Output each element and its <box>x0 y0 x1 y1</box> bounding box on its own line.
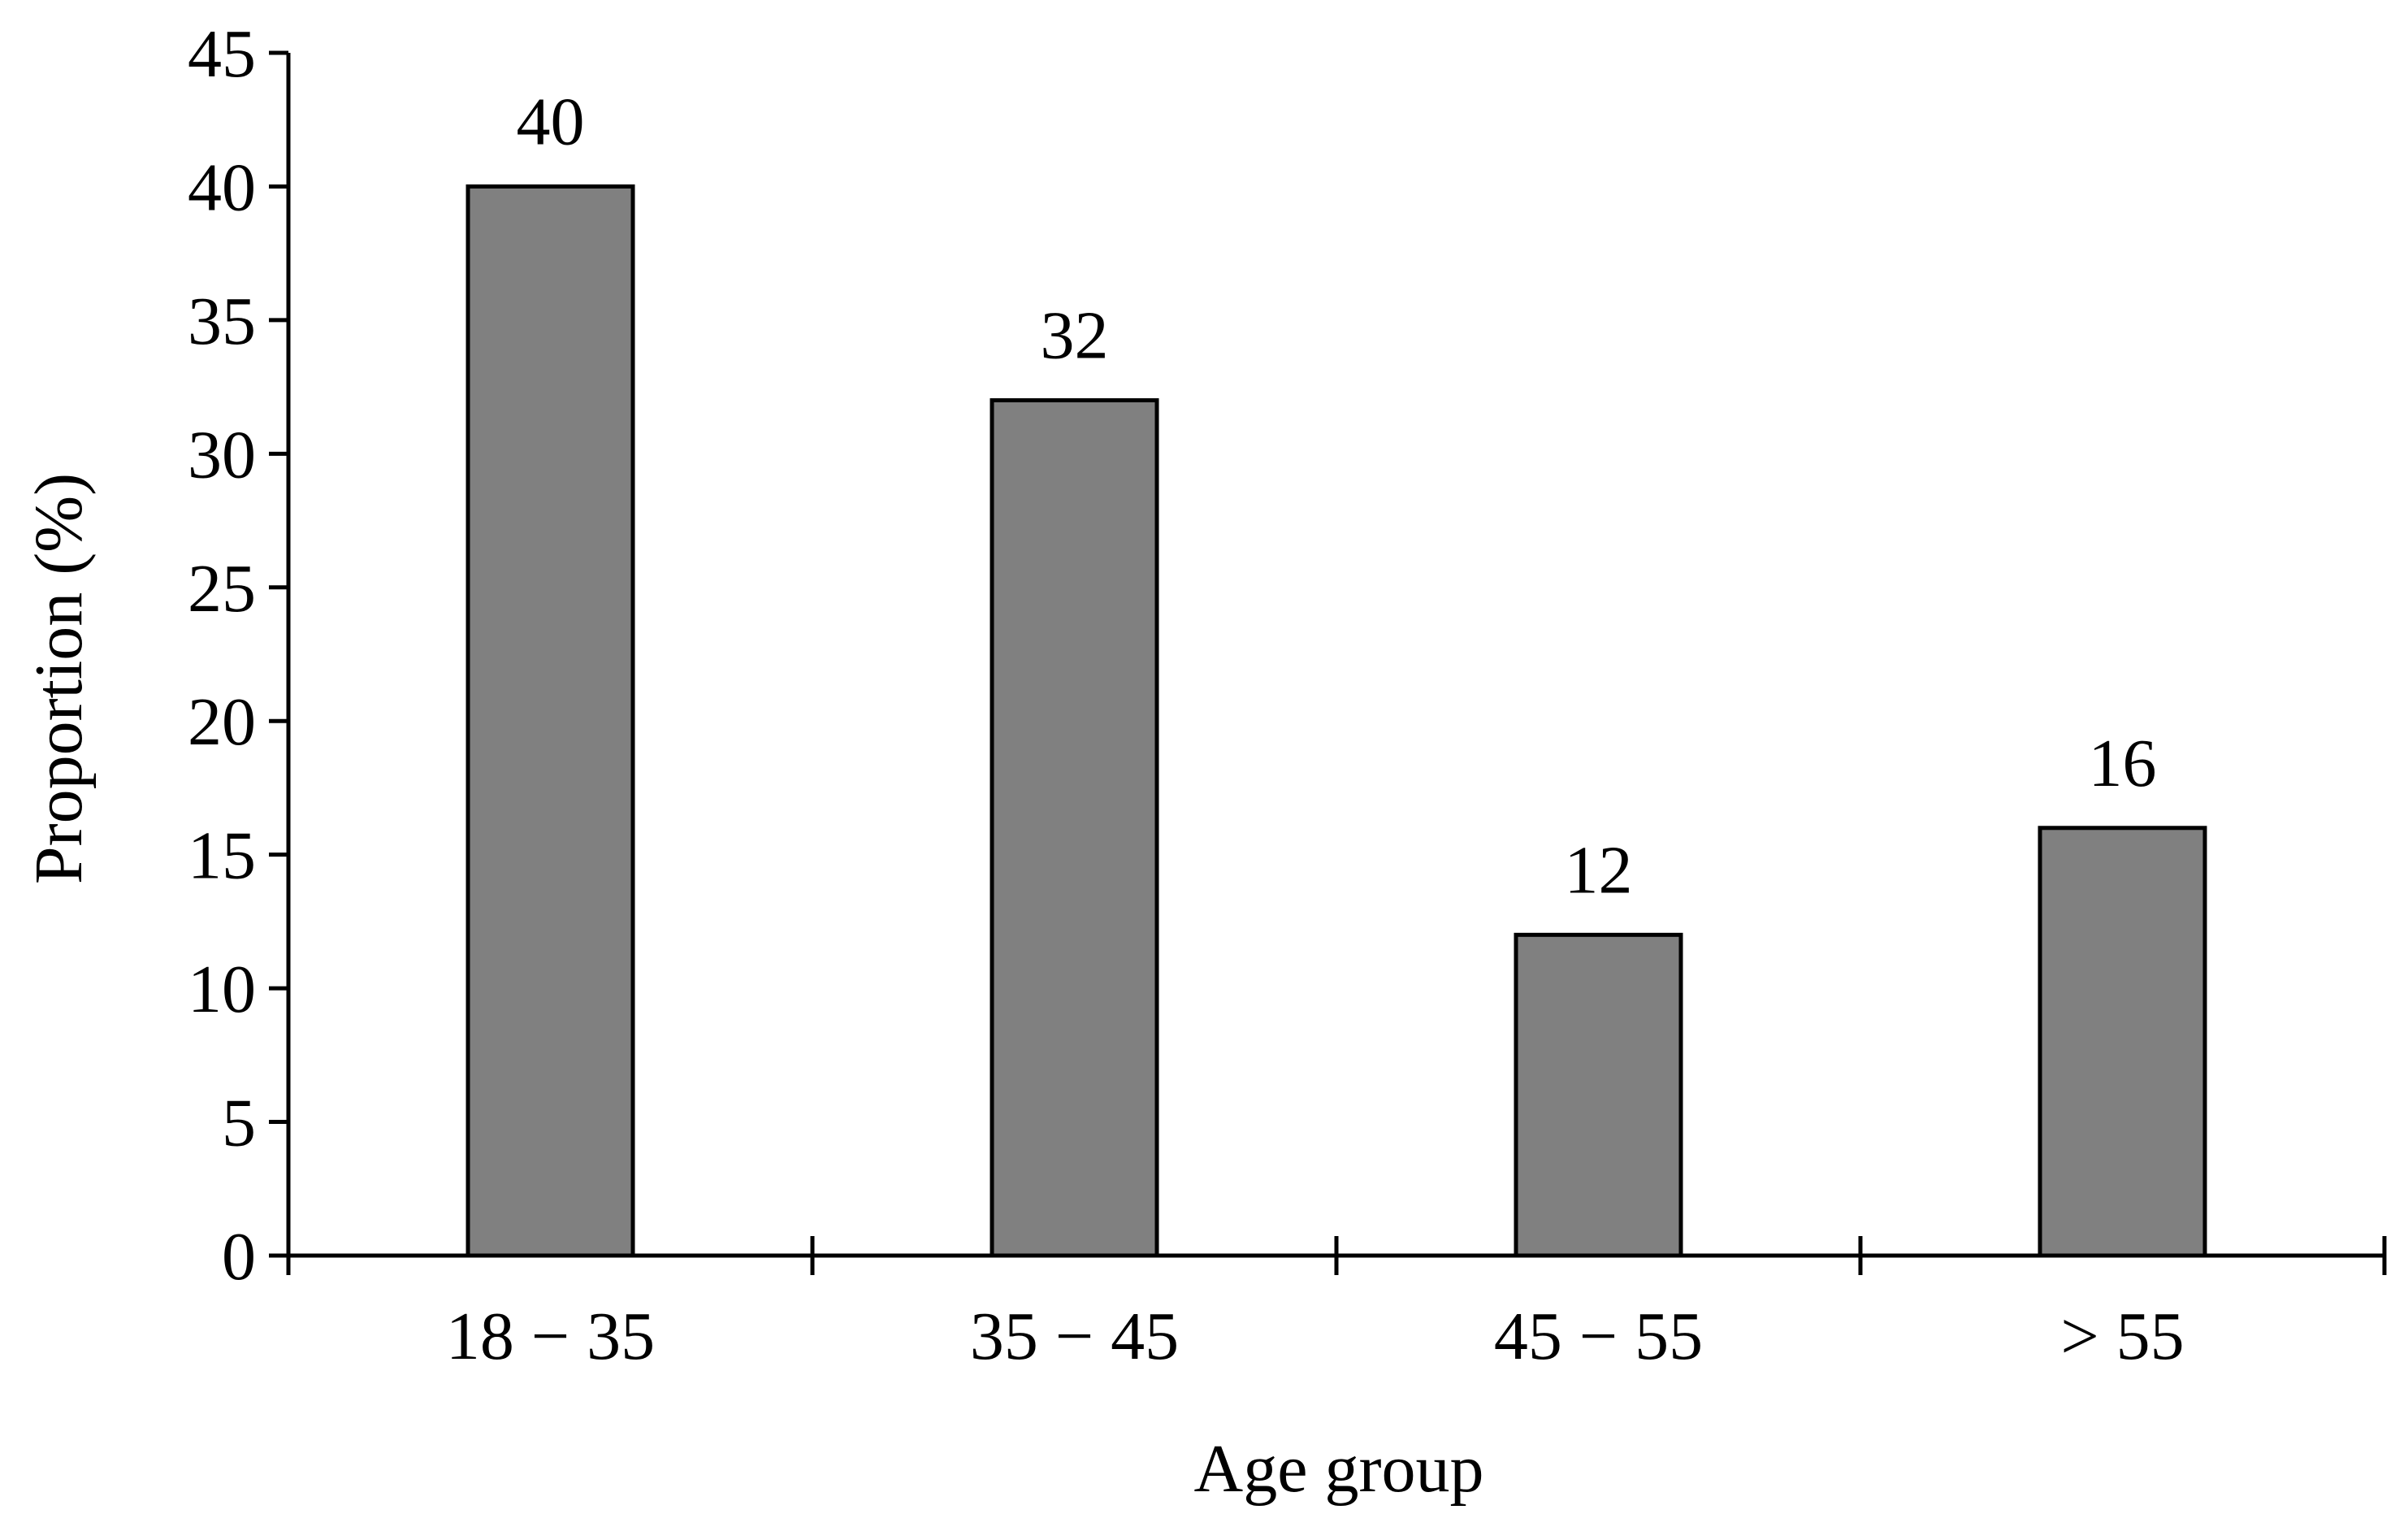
y-tick-label: 5 <box>222 1086 256 1161</box>
data-label: 32 <box>1041 298 1109 374</box>
bar <box>2038 826 2207 1258</box>
y-tick-label: 30 <box>188 417 256 492</box>
y-tick-label: 20 <box>188 684 256 760</box>
y-axis-ticks: 0 5 10 15 20 25 30 35 40 45 <box>188 16 288 1295</box>
data-label: 12 <box>1565 832 1633 908</box>
data-label: 40 <box>517 84 585 159</box>
data-label: 16 <box>2089 726 2157 801</box>
x-tick-label: 35 − 45 <box>970 1299 1179 1374</box>
y-axis-title: Proportion (%) <box>21 473 97 884</box>
bars <box>466 184 2207 1258</box>
y-tick-label: 45 <box>188 16 256 92</box>
y-tick-label: 0 <box>222 1219 256 1295</box>
y-tick-label: 25 <box>188 551 256 627</box>
x-axis-title: Age group <box>1194 1431 1484 1507</box>
x-tick-label: 45 − 55 <box>1494 1299 1703 1374</box>
y-tick-label: 40 <box>188 150 256 225</box>
y-tick-label: 10 <box>188 952 256 1027</box>
bar <box>466 184 635 1258</box>
bar <box>1514 932 1683 1258</box>
y-tick-label: 15 <box>188 818 256 894</box>
data-labels: 40 32 12 16 <box>517 84 2157 908</box>
x-tick-label: > 55 <box>2060 1299 2184 1374</box>
x-tick-label: 18 − 35 <box>446 1299 655 1374</box>
bar <box>990 398 1159 1258</box>
y-tick-label: 35 <box>188 284 256 359</box>
